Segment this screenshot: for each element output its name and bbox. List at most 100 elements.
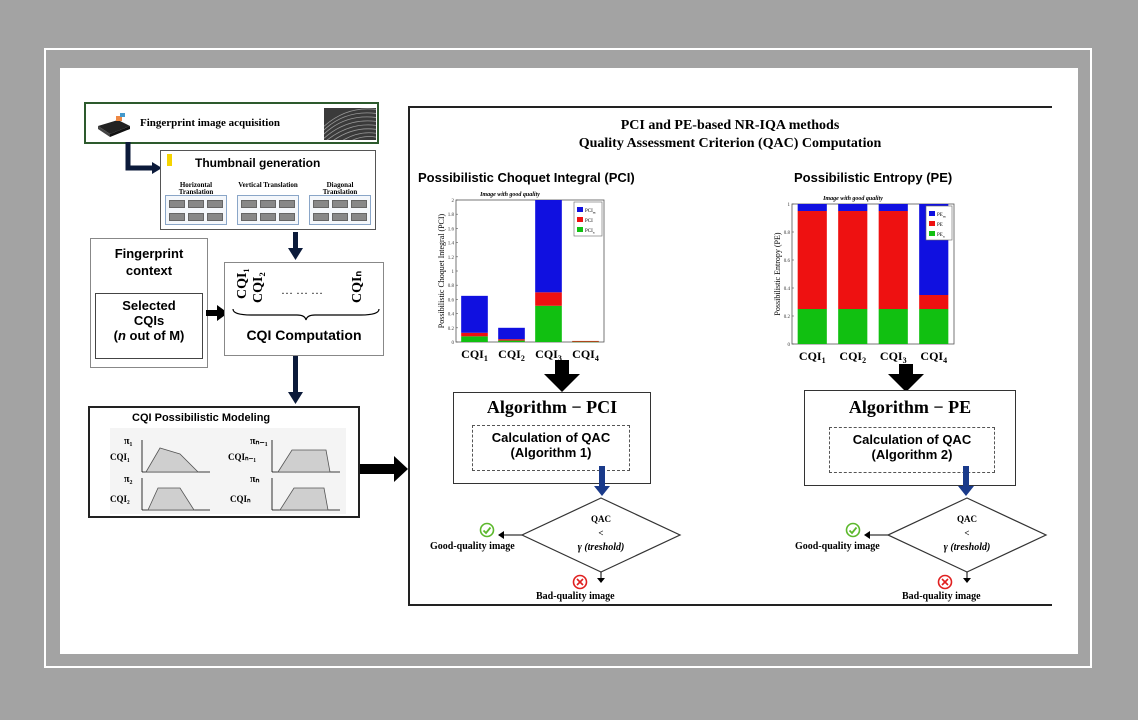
- legend-swatch: [577, 207, 583, 212]
- cqi-label-1: CQI₁: [235, 268, 250, 299]
- bar-segment-PCI: [461, 332, 488, 337]
- bar-segment-PE: [838, 211, 868, 309]
- y-tick-label: 0.2: [784, 315, 791, 320]
- legend-label: PEn: [937, 233, 945, 239]
- thumbnail-cell: [332, 213, 348, 221]
- thumbnail-cell: [241, 213, 257, 221]
- algorithm-pe-box: Algorithm − PE Calculation of QAC (Algor…: [804, 390, 1016, 486]
- arrow-pe-chart-to-algo: [888, 364, 924, 392]
- fingerprint-scanner-icon: [98, 113, 130, 137]
- thumb-group-horizontal: Horizontal Translation: [165, 182, 227, 225]
- calc-qac-pe-box: Calculation of QAC (Algorithm 2): [829, 427, 995, 473]
- pe-heading: Possibilistic Entropy (PE): [794, 170, 953, 185]
- thumbnail-cell: [279, 200, 295, 208]
- arrow-pci-algo-to-decision: [594, 466, 610, 496]
- cross-icon-pe: [937, 574, 953, 590]
- cqin1-label: CQIₙ₋₁: [228, 452, 257, 462]
- bar-segment-PCIm: [461, 295, 488, 333]
- selected-cqis-box: Selected CQIs (n out of M): [95, 293, 203, 359]
- thumbnail-cell: [169, 213, 185, 221]
- algorithm-pci-box: Algorithm − PCI Calculation of QAC (Algo…: [453, 392, 651, 484]
- thumbnail-cell: [260, 213, 276, 221]
- y-tick-label: 0.2: [448, 327, 455, 332]
- outer-frame: [44, 48, 1092, 668]
- legend-swatch: [577, 227, 583, 232]
- bar-segment-PEm: [838, 204, 868, 211]
- legend-swatch: [929, 231, 935, 236]
- thumbnail-cell: [313, 200, 329, 208]
- arrow-modeling-to-panel: [360, 456, 408, 482]
- y-tick-label: 0.8: [784, 231, 791, 236]
- legend-label: PEm: [937, 213, 946, 219]
- calc-qac-pci-line1: Calculation of QAC: [491, 430, 611, 445]
- bar-segment-PCI: [535, 292, 562, 306]
- pci-lt-label: <: [598, 528, 604, 538]
- pci-heading: Possibilistic Choquet Integral (PCI): [418, 170, 635, 185]
- x-tick-label: CQI1: [799, 349, 826, 365]
- y-tick-label: 1: [788, 203, 791, 208]
- modeling-title: CQI Possibilistic Modeling: [132, 412, 271, 424]
- bar-segment-PE: [878, 211, 908, 309]
- selected-line1: Selected: [122, 298, 176, 313]
- cqi2-label: CQI₂: [110, 494, 130, 504]
- context-title-text: Fingerprint context: [114, 246, 184, 278]
- x-tick-subscript: 3: [558, 354, 562, 363]
- y-tick-label: 0.6: [448, 298, 455, 303]
- cqi-brace: [232, 308, 380, 321]
- y-axis-label: Possibilistic Choquet Integral (PCI): [437, 213, 446, 328]
- pe-gamma-label: γ (treshold): [943, 542, 991, 553]
- thumbnail-cell: [207, 200, 223, 208]
- pci-gamma-label: γ (treshold): [577, 542, 625, 553]
- thumb-group-diagonal: Diagonal Translation: [309, 182, 371, 225]
- bar-segment-PCIm: [535, 200, 562, 293]
- bar-segment-PE: [797, 211, 827, 309]
- x-tick-label: CQI3: [880, 349, 907, 365]
- bar-segment-PCIn: [572, 341, 599, 343]
- y-tick-label: 0.4: [784, 287, 791, 292]
- legend-swatch: [577, 217, 583, 222]
- x-tick-label: CQI2: [498, 347, 525, 363]
- thumbnail-cell: [207, 213, 223, 221]
- y-tick-label: 1.8: [448, 213, 455, 218]
- check-icon-pe: [845, 522, 861, 538]
- x-tick-subscript: 1: [822, 356, 826, 365]
- x-tick-subscript: 2: [521, 354, 525, 363]
- algorithm-pci-title: Algorithm − PCI: [486, 397, 618, 417]
- pci-qac-label: QAC: [591, 514, 611, 524]
- legend-label: PCI: [585, 219, 593, 224]
- legend-subscript: m: [943, 215, 946, 219]
- y-tick-label: 0.6: [784, 259, 791, 264]
- pci-chart: Image with good quality 0 0.2 0.4 0.6 0.8 1 1.2…: [437, 192, 605, 363]
- cqi-label-n: CQIₙ: [350, 270, 365, 303]
- calc-qac-pe-line2: (Algorithm 2): [871, 447, 953, 462]
- arrow-context-to-cqi: [206, 305, 228, 321]
- pci-bad-label: Bad-quality image: [536, 591, 615, 602]
- membership-plot-n1: [271, 440, 340, 473]
- x-tick-label: CQI3: [535, 347, 562, 363]
- pin-label: πₙ: [250, 474, 260, 485]
- bar-segment-PEn: [878, 309, 908, 344]
- thumbnail-title: Thumbnail generation: [195, 156, 321, 170]
- legend-subscript: m: [593, 211, 596, 215]
- cqi-computation-label: CQI Computation: [246, 327, 362, 343]
- legend-subscript: n: [593, 231, 595, 235]
- arrow-acq-to-thumb: [125, 142, 162, 174]
- thumbnail-cell: [279, 213, 295, 221]
- calc-qac-pe-line1: Calculation of QAC: [852, 432, 972, 447]
- check-icon-pci: [479, 522, 495, 538]
- y-tick-label: 1.4: [448, 242, 455, 247]
- panel-title-1: PCI and PE-based NR-IQA methods: [620, 118, 840, 133]
- y-tick-label: 0.8: [448, 284, 455, 289]
- bar-segment-PEm: [797, 204, 827, 211]
- pe-lt-label: <: [964, 528, 970, 538]
- calc-qac-pci-box: Calculation of QAC (Algorithm 1): [472, 425, 630, 471]
- pi2-label: π₂: [124, 474, 133, 485]
- arrow-pci-chart-to-algo: [544, 360, 580, 392]
- legend-swatch: [929, 221, 935, 226]
- cross-icon-pci: [572, 574, 588, 590]
- pci-good-label: Good-quality image: [430, 541, 515, 552]
- legend-label: PCIn: [585, 229, 595, 235]
- y-tick-label: 1: [452, 270, 455, 275]
- thumbnail-box: Thumbnail generation Horizontal Translat…: [160, 150, 376, 230]
- pci-bad-arrow: [597, 572, 605, 583]
